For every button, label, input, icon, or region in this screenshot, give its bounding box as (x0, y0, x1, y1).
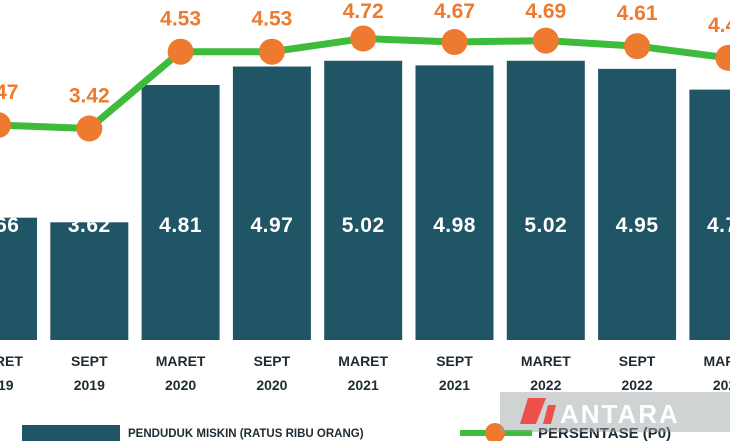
antara-logo-icon (520, 398, 546, 424)
percentage-marker (441, 29, 468, 55)
bar-value-label: 4.81 (159, 214, 202, 237)
bar-value-label: 4.97 (250, 214, 293, 237)
bar (506, 60, 585, 341)
legend-bar-swatch (22, 425, 120, 441)
bar-value-label: 4.77 (707, 214, 730, 237)
percentage-value-label: 4.72 (343, 0, 384, 23)
percentage-value-label: 3.47 (0, 81, 18, 104)
category-label: MARET2019 (0, 353, 23, 393)
legend-line-marker (485, 423, 505, 441)
bar (0, 217, 37, 340)
legend-bar-label: PENDUDUK MISKIN (RATUS RIBU ORANG) (128, 428, 364, 440)
bar (50, 222, 129, 340)
percentage-value-label: 4.69 (525, 0, 566, 23)
bar-value-label: 4.98 (433, 214, 476, 237)
watermark-text: ANTARA (560, 399, 680, 429)
percentage-value-label: 4.44 (708, 14, 730, 37)
category-label: MARET 2022 (521, 353, 571, 393)
bar (689, 89, 730, 340)
legend: PENDUDUK MISKIN (RATUS RIBU ORANG) PERSE… (22, 423, 671, 441)
percentage-marker (258, 38, 285, 65)
percentage-value-label: 4.53 (251, 8, 292, 31)
percentage-value-label: 3.42 (69, 85, 110, 108)
percentage-marker (715, 44, 730, 71)
bar-value-label: 4.95 (616, 214, 659, 237)
antara-watermark: ANTARA (500, 392, 730, 432)
percentage-labels-layer: 3.47 3.42 4.53 4.53 4.72 4.67 4.69 4.61 4.44 (0, 0, 730, 108)
category-label: MARET2023 (704, 353, 730, 393)
percentage-value-label: 4.61 (617, 2, 658, 25)
bar (141, 85, 220, 340)
percentage-line-layer (0, 25, 730, 142)
bar-value-label: 5.02 (342, 214, 385, 237)
percentage-marker (350, 25, 377, 52)
category-label: SEPT 2019 (71, 353, 108, 393)
category-label: MARET 2020 (156, 353, 206, 393)
bar (415, 65, 494, 340)
bars-layer (0, 60, 730, 341)
percentage-marker (0, 112, 11, 138)
bar (324, 60, 403, 341)
percentage-value-label: 4.67 (434, 0, 475, 23)
percentage-value-label: 4.53 (160, 8, 201, 31)
bar-values-layer: 3.66 3.62 4.81 4.97 5.02 4.98 5.02 4.95 4.77 (0, 214, 730, 237)
bar (232, 66, 311, 341)
bar-value-label: 3.66 (0, 214, 19, 237)
antara-logo-accent-icon (543, 405, 556, 424)
category-label: SEPT 2021 (436, 353, 473, 393)
bar-value-label: 3.62 (68, 214, 111, 237)
category-label: SEPT 2020 (254, 353, 291, 393)
bar (598, 68, 677, 340)
bar-value-label: 5.02 (524, 214, 567, 237)
percentage-marker (624, 33, 651, 60)
percentage-marker (167, 38, 194, 65)
percentage-marker (532, 27, 559, 54)
percentage-marker (76, 115, 103, 142)
category-label: SEPT 2022 (619, 353, 656, 393)
legend-line-label: PERSENTASE (P0) (538, 425, 671, 441)
category-label: MARET 2021 (338, 353, 388, 393)
